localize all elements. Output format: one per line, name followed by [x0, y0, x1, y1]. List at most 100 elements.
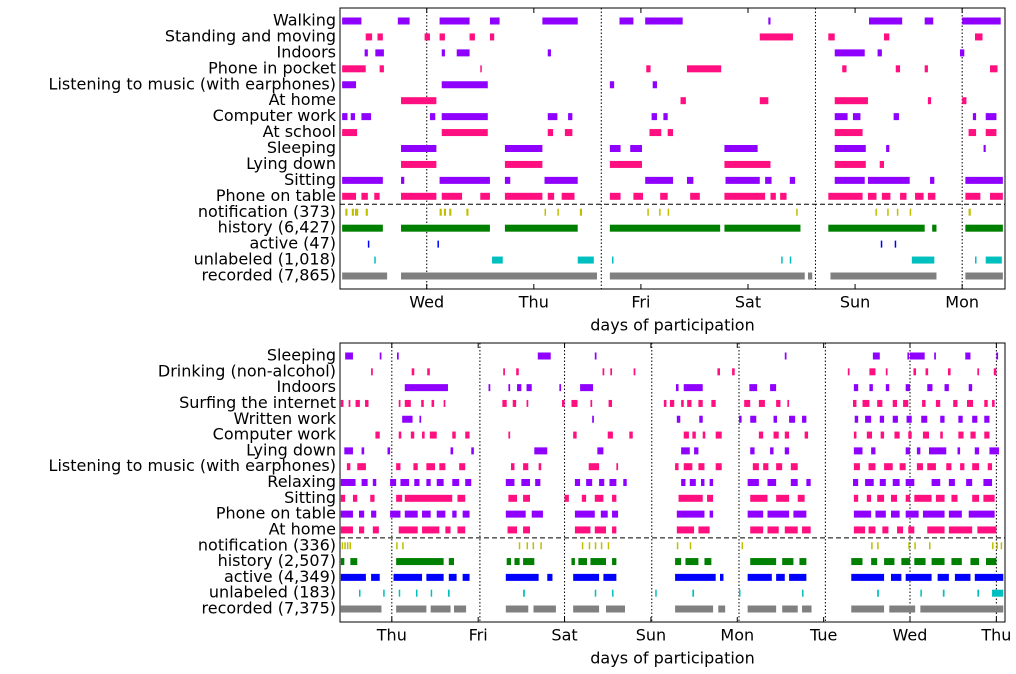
segment — [678, 494, 703, 502]
segment — [436, 479, 444, 486]
segment — [398, 589, 401, 597]
segment — [935, 399, 941, 407]
segment — [429, 113, 436, 121]
segment — [676, 526, 695, 534]
segment — [879, 160, 884, 168]
row-label: history (2,507) — [218, 551, 336, 570]
segment — [965, 272, 1003, 280]
segment — [891, 494, 898, 502]
segment — [707, 494, 714, 502]
segment — [922, 431, 929, 439]
segment — [372, 479, 377, 486]
segment — [987, 463, 993, 471]
segment — [342, 224, 383, 232]
segment — [897, 526, 904, 534]
row-label: Listening to music (with earphones) — [49, 74, 336, 93]
segment — [851, 558, 863, 566]
segment — [588, 463, 600, 471]
segment — [592, 415, 594, 423]
segment — [920, 605, 1004, 613]
segment — [547, 129, 554, 137]
segment — [390, 479, 397, 486]
segment — [910, 352, 925, 360]
row-label: active (4,349) — [224, 567, 336, 586]
segment — [590, 399, 593, 407]
x-tick-label: Thu — [376, 626, 407, 645]
segment — [869, 384, 873, 392]
segment — [747, 510, 764, 518]
segment — [416, 589, 418, 597]
segment — [449, 208, 452, 216]
segment — [504, 192, 543, 200]
segment — [776, 399, 781, 407]
row-label: Relaxing — [267, 472, 336, 491]
segment — [877, 542, 879, 550]
segment — [972, 463, 980, 471]
segment — [866, 431, 872, 439]
row-label: Sitting — [284, 170, 336, 189]
segment — [758, 399, 765, 407]
segment — [960, 463, 965, 471]
segment — [770, 447, 774, 455]
segment — [507, 526, 518, 534]
segment — [925, 368, 929, 376]
segment — [517, 384, 522, 392]
segment — [875, 208, 877, 216]
segment — [397, 352, 399, 360]
segment — [717, 368, 720, 376]
segment — [834, 160, 866, 168]
segment — [683, 431, 689, 439]
segment — [521, 479, 530, 486]
segment — [361, 192, 368, 200]
x-tick-label: Tue — [809, 626, 837, 645]
segment — [683, 463, 693, 471]
segment — [597, 447, 604, 455]
segment — [465, 479, 472, 486]
segment — [834, 113, 848, 121]
segment — [724, 145, 758, 152]
segment — [445, 526, 451, 534]
segment — [609, 160, 642, 168]
segment — [561, 399, 565, 407]
segment — [359, 510, 365, 518]
segment — [937, 573, 949, 581]
segment — [547, 49, 551, 57]
segment — [879, 479, 886, 486]
segment — [767, 526, 779, 534]
segment — [675, 605, 714, 613]
segment — [895, 65, 901, 73]
segment — [404, 510, 418, 518]
segment — [853, 526, 866, 534]
segment — [383, 589, 385, 597]
segment — [784, 526, 798, 534]
segment — [992, 542, 994, 550]
segment — [393, 573, 423, 581]
segment — [508, 431, 511, 439]
segment — [645, 17, 683, 25]
segment — [724, 224, 801, 232]
segment — [351, 208, 354, 216]
segment — [669, 399, 675, 407]
row-label: Lying down — [246, 154, 336, 173]
segment — [348, 399, 351, 407]
segment — [946, 463, 952, 471]
segment — [951, 494, 958, 502]
segment — [806, 479, 811, 486]
segment — [594, 542, 597, 550]
segment — [889, 605, 916, 613]
x-tick-label: Mon — [720, 626, 754, 645]
x-tick-label: Wed — [409, 293, 444, 312]
segment — [699, 415, 703, 423]
segment — [586, 479, 593, 486]
segment — [828, 33, 835, 41]
segment — [448, 558, 454, 566]
row-label: Standing and moving — [165, 26, 336, 45]
segment — [992, 399, 995, 407]
segment — [414, 479, 420, 486]
segment — [972, 415, 978, 423]
row-label: Phone in pocket — [208, 58, 336, 77]
segment — [502, 399, 507, 407]
segment — [457, 526, 466, 534]
segment — [868, 526, 876, 534]
